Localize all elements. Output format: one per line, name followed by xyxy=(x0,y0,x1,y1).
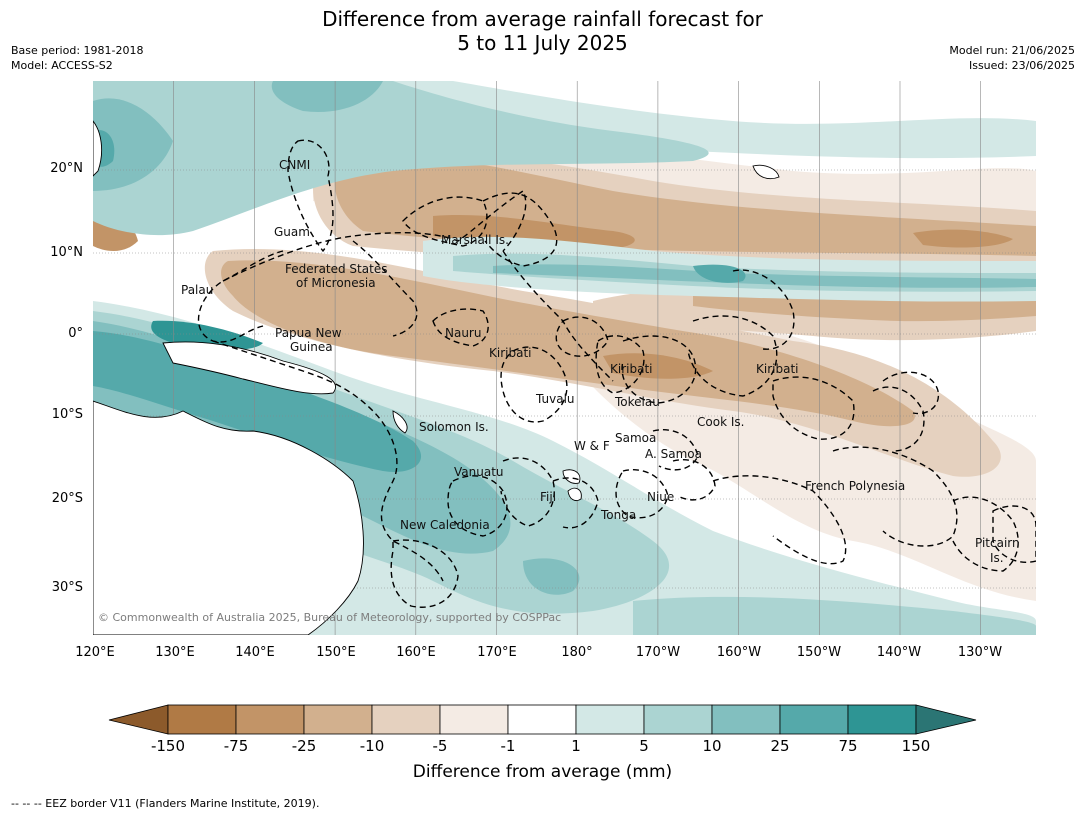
lon-label-120e: 120°E xyxy=(75,645,115,660)
label-tokelau: Tokelau xyxy=(614,395,660,409)
lat-label-30s: 30°S xyxy=(51,580,83,595)
title-line-1: Difference from average rainfall forecas… xyxy=(322,7,763,31)
lon-label-160w: 160°W xyxy=(716,645,762,660)
colorbar-label-7: 1 xyxy=(571,737,581,755)
lon-label-130e: 130°E xyxy=(155,645,195,660)
lon-label-160e: 160°E xyxy=(396,645,436,660)
label-french-polynesia: French Polynesia xyxy=(805,479,905,493)
lon-label-150e: 150°E xyxy=(316,645,356,660)
label-pitcairn-2: Is. xyxy=(990,551,1004,565)
colorbar-bin-4 xyxy=(371,704,441,735)
model-name: Model: ACCESS-S2 xyxy=(11,59,113,72)
copyright-notice: © Commonwealth of Australia 2025, Bureau… xyxy=(98,611,561,624)
meta-right: Model run: 21/06/2025 Issued: 23/06/2025 xyxy=(949,43,1075,73)
colorbar-extend-low xyxy=(108,704,169,735)
colorbar-label-11: 75 xyxy=(838,737,858,755)
label-fsm-1: Federated States xyxy=(285,262,387,276)
label-guam: Guam xyxy=(274,225,310,239)
issued-date: Issued: 23/06/2025 xyxy=(968,59,1075,72)
coastlines xyxy=(93,120,780,635)
colorbar-bin-7 xyxy=(575,704,645,735)
lat-label-20n: 20°N xyxy=(50,161,83,176)
colorbar-label-4: -10 xyxy=(359,737,385,755)
colorbar-bin-2 xyxy=(235,704,305,735)
label-fiji: Fiji xyxy=(540,490,556,504)
lon-label-170w: 170°W xyxy=(635,645,681,660)
place-labels: CNMI Guam Marshall Is. Federated States … xyxy=(181,158,1020,565)
label-png-1: Papua New xyxy=(275,326,342,340)
label-kiribati-west: Kiribati xyxy=(489,346,531,360)
label-nauru: Nauru xyxy=(445,326,481,340)
label-marshall: Marshall Is. xyxy=(441,233,509,247)
lon-label-130w: 130°W xyxy=(957,645,1003,660)
label-tuvalu: Tuvalu xyxy=(535,392,575,406)
lat-label-10n: 10°N xyxy=(50,245,83,260)
label-vanuatu: Vanuatu xyxy=(454,465,504,479)
colorbar-label-2: -75 xyxy=(223,737,249,755)
meta-left: Base period: 1981-2018 Model: ACCESS-S2 xyxy=(11,43,143,73)
label-kiribati-east: Kiribati xyxy=(756,362,798,376)
colorbar-bin-6 xyxy=(507,704,577,735)
label-palau: Palau xyxy=(181,283,213,297)
colorbar-label-3: -25 xyxy=(291,737,317,755)
colorbar-label-9: 10 xyxy=(702,737,722,755)
lon-label-170e: 170°E xyxy=(477,645,517,660)
model-run: Model run: 21/06/2025 xyxy=(949,44,1075,57)
eez-footnote: -- -- -- EEZ border V11 (Flanders Marine… xyxy=(11,797,320,810)
colorbar-label-12: 150 xyxy=(901,737,931,755)
colorbar-bin-1 xyxy=(167,704,237,735)
lat-label-20s: 20°S xyxy=(51,491,83,506)
colorbar-label-10: 25 xyxy=(770,737,790,755)
colorbar-label-1: -150 xyxy=(150,737,186,755)
colorbar-bin-3 xyxy=(303,704,373,735)
rainfall-map: CNMI Guam Marshall Is. Federated States … xyxy=(93,81,1036,635)
label-new-caledonia: New Caledonia xyxy=(400,518,490,532)
label-cnmi: CNMI xyxy=(279,158,310,172)
lon-label-140e: 140°E xyxy=(235,645,275,660)
label-samoa: Samoa xyxy=(615,431,656,445)
colorbar-label-8: 5 xyxy=(639,737,649,755)
map-svg: CNMI Guam Marshall Is. Federated States … xyxy=(93,81,1036,635)
lat-label-10s: 10°S xyxy=(51,407,83,422)
label-cook-islands: Cook Is. xyxy=(697,415,744,429)
title-line-2: 5 to 11 July 2025 xyxy=(457,31,628,55)
map-title: Difference from average rainfall forecas… xyxy=(0,7,1085,55)
colorbar-bin-11 xyxy=(847,704,917,735)
label-png-2: Guinea xyxy=(290,340,333,354)
colorbar-title: Difference from average (mm) xyxy=(412,762,673,782)
base-period: Base period: 1981-2018 xyxy=(11,44,144,57)
colorbar xyxy=(108,704,977,735)
label-kiribati-central: Kiribati xyxy=(610,362,652,376)
colorbar-bin-10 xyxy=(779,704,849,735)
lon-label-150w: 150°W xyxy=(796,645,842,660)
label-solomon: Solomon Is. xyxy=(419,420,489,434)
colorbar-bin-8 xyxy=(643,704,713,735)
colorbar-bin-9 xyxy=(711,704,781,735)
colorbar-label-5: -5 xyxy=(432,737,448,755)
label-wallis-futuna: W & F xyxy=(574,439,610,453)
label-fsm-2: of Micronesia xyxy=(296,276,376,290)
label-american-samoa: A. Samoa xyxy=(645,447,702,461)
graticule xyxy=(93,81,1036,635)
lon-label-180: 180° xyxy=(561,645,593,660)
lon-label-140w: 140°W xyxy=(876,645,922,660)
colorbar-label-6: -1 xyxy=(500,737,516,755)
label-pitcairn-1: Pitcairn xyxy=(975,536,1020,550)
colorbar-bin-5 xyxy=(439,704,509,735)
label-niue: Niue xyxy=(647,490,674,504)
lat-label-0: 0° xyxy=(68,326,83,341)
label-tonga: Tonga xyxy=(600,508,636,522)
colorbar-extend-high xyxy=(915,704,977,735)
eez-borders xyxy=(197,139,1036,608)
